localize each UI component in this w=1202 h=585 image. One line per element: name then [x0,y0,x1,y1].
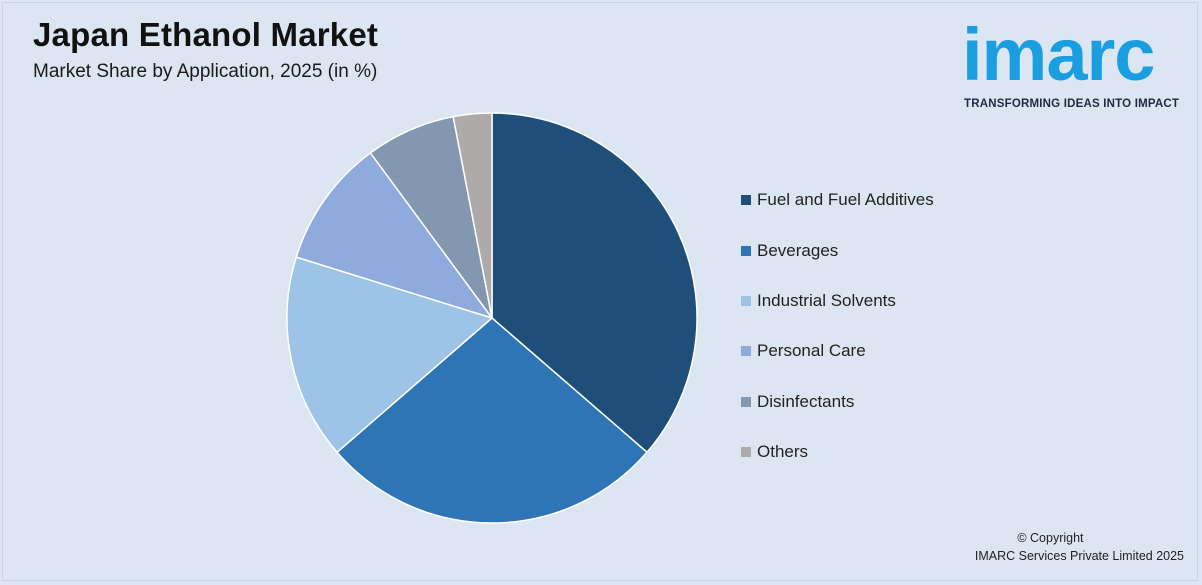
pie-slice-fuel-and-fuel-additives [491,112,698,454]
legend-swatch-personal-care [741,346,751,357]
legend-swatch-fuel-and-fuel-additives [741,195,751,206]
chart-title: Japan Ethanol Market [33,16,379,53]
imarc-logo: imarc TRANSFORMING IDEAS INTO IMPACT [962,14,1194,114]
legend-label-fuel-and-fuel-additives: Fuel and Fuel Additives [757,190,934,210]
copyright-line-1: © Copyright [1017,531,1084,545]
legend-swatch-industrial-solvents [741,295,751,306]
pie-slice-industrial-solvents [286,256,494,454]
legend-label-personal-care: Personal Care [757,341,866,361]
chart-legend: Fuel and Fuel Additives Beverages Industri… [741,175,934,477]
legend-swatch-disinfectants [741,396,751,407]
legend-label-others: Others [757,442,809,462]
legend-item-personal-care: Personal Care [741,326,934,376]
pie-slice-others [452,112,493,319]
legend-swatch-beverages [741,245,751,256]
pie-slice-beverages [336,317,648,524]
copyright-line-2: IMARC Services Private Limited 2025 [974,549,1184,563]
legend-item-industrial-solvents: Industrial Solvents [741,276,934,326]
legend-item-disinfectants: Disinfectants [741,377,934,427]
legend-item-beverages: Beverages [741,225,934,275]
legend-label-disinfectants: Disinfectants [757,391,855,411]
logo-tagline: TRANSFORMING IDEAS INTO IMPACT [964,98,1180,110]
chart-subtitle: Market Share by Application, 2025 (in %) [33,61,378,82]
legend-swatch-others [741,447,751,458]
pie-slice-personal-care [295,151,494,320]
logo-wordmark: imarc [962,13,1155,96]
legend-label-beverages: Beverages [757,240,839,260]
copyright-notice: © Copyright IMARC Services Private Limit… [975,529,1184,565]
legend-item-others: Others [741,427,934,477]
legend-item-fuel-and-fuel-additives: Fuel and Fuel Additives [741,175,934,225]
legend-label-industrial-solvents: Industrial Solvents [757,290,896,310]
